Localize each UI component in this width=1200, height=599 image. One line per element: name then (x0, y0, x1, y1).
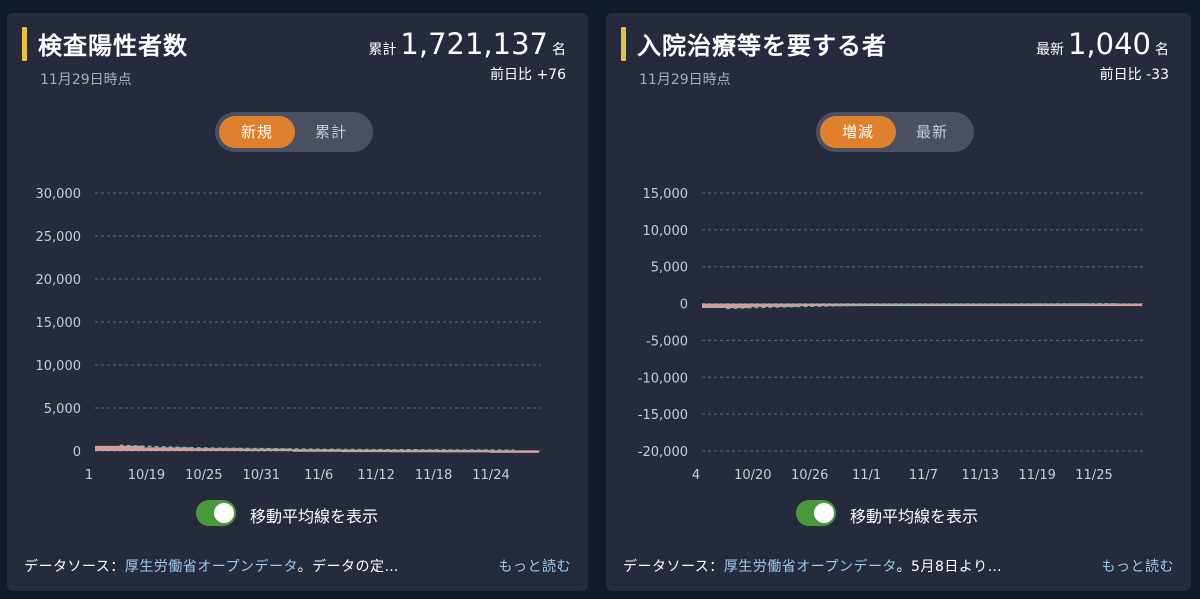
source-prefix: データソース： (24, 559, 125, 575)
y-tick-label: 25,000 (36, 230, 82, 245)
y-tick-label: -5,000 (646, 334, 688, 349)
x-tick-label: 10/31 (243, 468, 280, 483)
x-tick-label: 10/20 (734, 468, 771, 483)
y-tick-label: 5,000 (651, 261, 688, 276)
bar (1093, 303, 1142, 307)
summary-stat: 累計 1,721,137 名 (368, 27, 566, 61)
moving-average-line (119, 444, 515, 451)
y-tick-label: 0 (73, 445, 81, 460)
y-tick-label: -10,000 (638, 371, 688, 386)
source-prefix: データソース： (623, 559, 724, 575)
hospitalized-chart: 15,000 10,000 5,000 0 -5,000 -10,000 -15,000 -2… (638, 187, 1144, 483)
moving-average-label: 移動平均線を表示 (850, 507, 979, 526)
x-tick-label: 11/25 (1075, 468, 1112, 483)
y-tick-label: 15,000 (643, 187, 689, 202)
bar (702, 303, 751, 308)
day-over-day-diff: 前日比 +76 (490, 67, 566, 83)
bar (489, 450, 539, 453)
view-toggle: 増減 最新 (816, 112, 974, 152)
x-tick-label: 11/12 (357, 468, 394, 483)
positive-cases-card: 検査陽性者数 11月29日時点 累計 1,721,137 名 前日比 +76 新規 … (7, 13, 588, 591)
title-accent-bar (621, 27, 626, 61)
source-suffix: 。5月8日より… (896, 559, 1003, 575)
source-link[interactable]: 厚生労働省オープンデータ (723, 559, 897, 575)
switch-knob (814, 503, 834, 523)
x-tick-label: 10/25 (185, 468, 222, 483)
x-tick-label: 11/6 (304, 468, 333, 483)
x-tick-label: 10/26 (791, 468, 828, 483)
as-of-date: 11月29日時点 (40, 72, 132, 88)
bar (750, 303, 800, 307)
as-of-date: 11月29日時点 (639, 72, 731, 88)
y-tick-label: 30,000 (36, 187, 82, 202)
y-tick-label: 10,000 (643, 224, 689, 239)
x-tick-label: 1 (85, 468, 93, 483)
moving-average-switch[interactable] (796, 500, 836, 526)
stat-value: 1,721,137 (400, 27, 548, 61)
stat-label: 累計 (368, 42, 397, 58)
tab-latest[interactable]: 最新 (915, 123, 948, 141)
moving-average-line (726, 303, 1118, 310)
tab-cumulative[interactable]: 累計 (314, 123, 347, 141)
switch-knob (214, 503, 234, 523)
stat-unit: 名 (552, 42, 566, 58)
x-tick-label: 11/24 (472, 468, 509, 483)
bar (946, 303, 996, 307)
x-tick-label: 10/19 (128, 468, 165, 483)
x-tick-label: 11/18 (415, 468, 452, 483)
bar (897, 303, 947, 307)
title-accent-bar (22, 27, 27, 61)
y-tick-label: 5,000 (44, 402, 81, 417)
bar (292, 449, 342, 452)
y-tick-label: 10,000 (36, 359, 82, 374)
tab-change[interactable]: 増減 (820, 116, 896, 148)
stat-value: 1,040 (1067, 27, 1151, 61)
bar (144, 447, 194, 451)
bar (243, 448, 293, 452)
bar (95, 445, 145, 451)
stat-label: 最新 (1035, 42, 1064, 58)
view-toggle: 新規 累計 (215, 112, 373, 152)
card-title: 検査陽性者数 (38, 32, 188, 60)
x-tick-label: 4 (692, 468, 700, 483)
tab-daily[interactable]: 新規 (219, 116, 295, 148)
source-suffix: 。データの定… (297, 559, 400, 575)
x-tick-label: 11/13 (962, 468, 999, 483)
bar (848, 303, 898, 307)
moving-average-switch[interactable] (196, 500, 236, 526)
data-source: データソース：厚生労働省オープンデータ。データの定… (24, 556, 399, 576)
bar (391, 449, 441, 453)
read-more-link[interactable]: もっと読む (1101, 559, 1174, 575)
y-tick-label: 15,000 (36, 316, 82, 331)
read-more-link[interactable]: もっと読む (498, 559, 571, 575)
source-link[interactable]: 厚生労働省オープンデータ (124, 559, 298, 575)
bar (799, 303, 849, 307)
bar (995, 303, 1045, 307)
y-tick-label: -15,000 (638, 408, 688, 423)
stat-unit: 名 (1155, 42, 1169, 58)
y-tick-label: 20,000 (36, 273, 82, 288)
data-source: データソース：厚生労働省オープンデータ。5月8日より… (623, 556, 1002, 576)
card-title: 入院治療等を要する者 (637, 32, 887, 60)
y-tick-label: 0 (680, 298, 688, 313)
x-tick-label: 11/19 (1018, 468, 1055, 483)
y-tick-label: -20,000 (638, 445, 688, 460)
moving-average-label: 移動平均線を表示 (250, 507, 379, 526)
bar (1044, 303, 1094, 307)
summary-stat: 最新 1,040 名 (1036, 27, 1169, 61)
bar (193, 448, 243, 451)
hospitalized-card: 入院治療等を要する者 11月29日時点 最新 1,040 名 前日比 -33 増減 … (606, 13, 1191, 591)
day-over-day-diff: 前日比 -33 (1099, 67, 1169, 83)
bar (341, 449, 391, 453)
x-tick-label: 11/1 (852, 468, 881, 483)
x-tick-label: 11/7 (909, 468, 938, 483)
positive-cases-chart: 30,000 25,000 20,000 15,000 10,000 5,000 01 10/… (36, 187, 541, 483)
bar (440, 449, 490, 453)
